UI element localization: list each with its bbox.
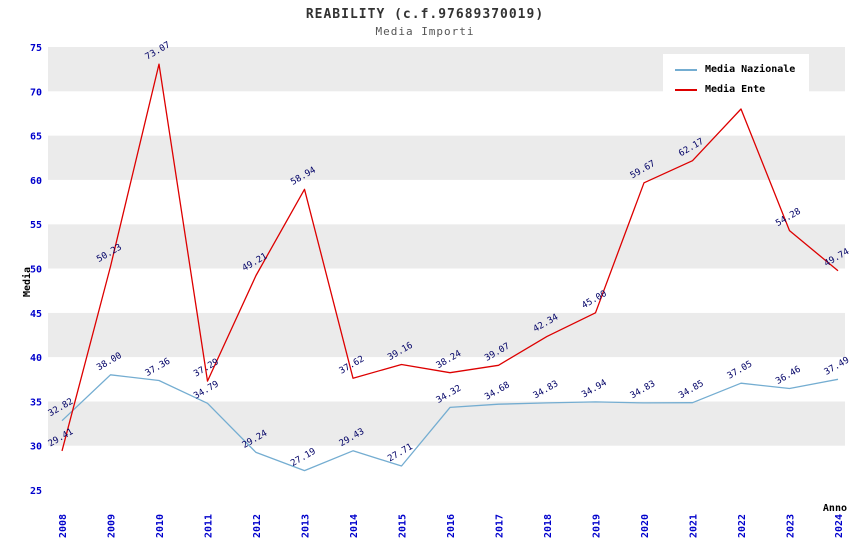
plot-band (48, 445, 845, 490)
plot-band (48, 179, 845, 225)
y-tick-label: 70 (30, 87, 42, 98)
series-line-media-nazionale (61, 374, 839, 472)
series-line-media-ente (61, 63, 839, 452)
y-axis-title: Media (21, 267, 33, 297)
legend-line-media-ente (675, 88, 697, 91)
x-tick-label: 2020 (640, 514, 651, 538)
x-tick-label: 2014 (349, 514, 360, 538)
y-tick-label: 25 (30, 486, 42, 497)
y-tick-label: 60 (30, 176, 42, 187)
chart-subtitle: Media Importi (375, 25, 475, 38)
y-tick-label: 55 (30, 220, 42, 231)
x-tick-label: 2010 (155, 514, 166, 538)
y-tick-label: 50 (30, 265, 42, 276)
plot-band (48, 357, 845, 402)
x-tick-label: 2011 (204, 514, 215, 538)
x-tick-label: 2016 (446, 514, 457, 538)
x-tick-label: 2012 (252, 514, 263, 538)
legend-label-media-nazionale: Media Nazionale (705, 64, 796, 75)
y-tick-label: 30 (30, 442, 42, 453)
x-tick-label: 2023 (786, 514, 797, 538)
legend-item-media-nazionale: Media Nazionale (675, 64, 795, 75)
y-tick-label: 65 (30, 132, 42, 143)
legend-label-media-ente: Media Ente (705, 84, 766, 95)
y-tick-label: 75 (30, 43, 42, 54)
x-tick-label: 2019 (592, 514, 603, 538)
x-tick-label: 2024 (834, 514, 845, 538)
x-axis-title: Anno (823, 503, 847, 514)
legend-item-media-ente: Media Ente (675, 84, 795, 95)
x-tick-label: 2022 (737, 514, 748, 538)
chart-title: REABILITY (c.f.97689370019) (305, 7, 545, 22)
y-tick-label: 35 (30, 397, 42, 408)
legend: Media Nazionale Media Ente (663, 54, 810, 105)
x-tick-label: 2015 (398, 514, 409, 538)
legend-line-media-nazionale (675, 68, 697, 71)
plot-band (48, 401, 845, 446)
x-tick-label: 2018 (543, 514, 554, 538)
x-tick-label: 2021 (689, 514, 700, 538)
plot-band (48, 224, 845, 269)
x-tick-label: 2017 (495, 514, 506, 538)
plot-band (48, 312, 845, 358)
plot-band (48, 135, 845, 180)
plot-band (48, 268, 845, 313)
y-tick-label: 40 (30, 353, 42, 364)
x-tick-label: 2013 (301, 514, 312, 538)
y-tick-label: 45 (30, 309, 42, 320)
x-tick-label: 2008 (58, 514, 69, 538)
x-tick-label: 2009 (107, 514, 118, 538)
